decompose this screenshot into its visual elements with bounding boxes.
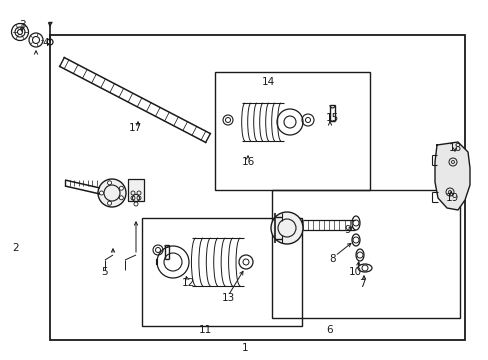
Circle shape [119,186,123,190]
Text: 2: 2 [13,243,19,253]
Text: 5: 5 [102,267,108,277]
Text: 11: 11 [198,325,211,335]
Text: 16: 16 [241,157,254,167]
Text: 14: 14 [261,77,274,87]
Circle shape [107,181,111,185]
Text: 18: 18 [447,143,461,153]
Text: 17: 17 [128,123,142,133]
Bar [215,72,369,190]
Text: 15: 15 [325,113,338,123]
Bar [128,179,143,201]
Circle shape [98,179,126,207]
Text: 12: 12 [181,278,194,288]
Text: 10: 10 [348,267,361,277]
Text: 19: 19 [445,193,458,203]
Text: 1: 1 [241,343,248,353]
Text: 13: 13 [221,293,234,303]
Bar [271,190,459,318]
Text: 6: 6 [326,325,333,335]
Circle shape [119,196,123,200]
Text: 8: 8 [329,254,336,264]
Text: 4: 4 [42,38,49,48]
Bar [50,35,464,340]
Polygon shape [434,142,469,210]
Circle shape [107,201,111,205]
Circle shape [270,212,303,244]
Text: 7: 7 [358,279,365,289]
Bar [142,218,302,326]
Text: 9: 9 [344,225,350,235]
Circle shape [99,191,103,195]
Text: 3: 3 [19,20,25,30]
